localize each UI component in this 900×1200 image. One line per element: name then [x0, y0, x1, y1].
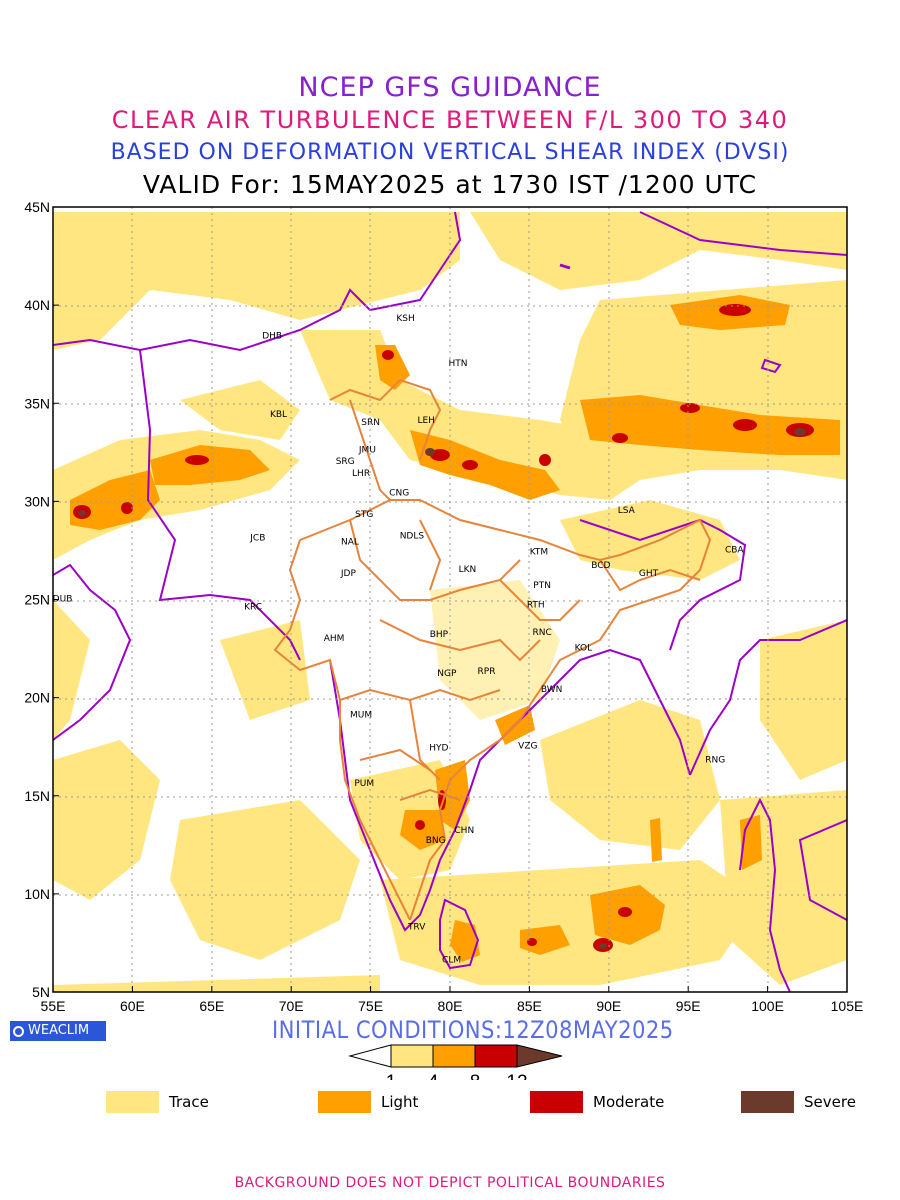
station-cba: CBA [725, 545, 744, 555]
station-lkn: LKN [459, 565, 477, 575]
station-leh: LEH [417, 416, 434, 426]
station-bng: BNG [426, 836, 446, 846]
station-bwn: BWN [541, 685, 563, 695]
legend-swatch-moderate [530, 1091, 583, 1113]
station-bhp: BHP [430, 630, 449, 640]
station-lhr: LHR [352, 469, 370, 479]
station-ahm: AHM [324, 634, 345, 644]
station-stg: STG [355, 510, 373, 520]
station-jdp: JDP [340, 569, 357, 579]
station-ndls: NDLS [400, 532, 425, 542]
colorbar-tick: 1 [386, 1072, 397, 1080]
title-line-3: BASED ON DEFORMATION VERTICAL SHEAR INDE… [110, 140, 790, 165]
station-srg: SRG [336, 457, 355, 467]
lon-tick-label: 105E [831, 998, 864, 1014]
station-rnc: RNC [532, 628, 551, 638]
state-boundaries [273, 379, 712, 921]
lat-tick-label: 30N [24, 493, 50, 509]
station-hyd: HYD [429, 744, 448, 754]
station-krc: KRC [244, 602, 262, 612]
legend-label-severe: Severe [804, 1093, 856, 1111]
station-chn: CHN [454, 826, 474, 836]
lat-tick-label: 35N [24, 395, 50, 411]
station-vzg: VZG [518, 742, 537, 752]
station-ksh: KSH [396, 314, 414, 324]
weaclim-logo: WEACLIM [10, 1021, 106, 1041]
legend-swatch-light [318, 1091, 371, 1113]
coastlines [53, 211, 847, 992]
lon-tick-label: 80E [438, 998, 463, 1014]
lat-tick-label: 15N [24, 788, 50, 804]
lon-tick-label: 65E [199, 998, 224, 1014]
lat-tick-label: 40N [24, 297, 50, 313]
legend-swatch-trace [106, 1091, 159, 1113]
station-ptn: PTN [533, 581, 551, 591]
initial-conditions: INITIAL CONDITIONS:12Z08MAY2025 [272, 1016, 674, 1044]
lon-tick-label: 85E [517, 998, 542, 1014]
station-jcb: JCB [249, 534, 265, 544]
station-cng: CNG [389, 489, 409, 499]
longitude-ticks: 55E 60E 65E 70E 75E 80E 85E 90E 95E 100E 105E [41, 986, 864, 1014]
station-lsa: LSA [618, 506, 636, 516]
severe-areas [78, 428, 806, 949]
colorbar-low-arrow [348, 1044, 392, 1068]
colorbar-severe-arrow [516, 1044, 563, 1068]
lat-tick-label: 10N [24, 886, 50, 902]
title-line-1: NCEP GFS GUIDANCE [298, 72, 602, 103]
lon-tick-label: 75E [358, 998, 383, 1014]
station-ktm: KTM [530, 547, 548, 557]
station-clm: CLM [442, 956, 461, 966]
logo-text: WEACLIM [28, 1023, 90, 1038]
station-kol: KOL [575, 644, 593, 654]
colorbar: 1 4 8 12 [348, 1044, 563, 1080]
logo-circle-icon [13, 1025, 24, 1037]
colorbar-moderate [474, 1044, 518, 1068]
legend-label-trace: Trace [169, 1093, 209, 1111]
station-rpr: RPR [478, 667, 496, 677]
colorbar-tick: 4 [428, 1072, 439, 1080]
station-dhb: DHB [262, 332, 282, 342]
station-mum: MUM [350, 710, 372, 720]
lon-tick-label: 95E [676, 998, 701, 1014]
title-line-2: CLEAR AIR TURBULENCE BETWEEN F/L 300 TO … [111, 106, 789, 134]
lat-tick-label: 45N [24, 199, 50, 215]
station-pum: PUM [354, 779, 374, 789]
colorbar-light [432, 1044, 476, 1068]
station-nal: NAL [341, 538, 359, 548]
legend-label-moderate: Moderate [593, 1093, 665, 1111]
lat-tick-label: 20N [24, 690, 50, 706]
footer-note: BACKGROUND DOES NOT DEPICT POLITICAL BOU… [234, 1175, 666, 1191]
colorbar-trace [390, 1044, 434, 1068]
station-jmu: JMU [358, 445, 376, 455]
colorbar-tick: 8 [470, 1072, 481, 1080]
station-rng: RNG [705, 755, 725, 765]
lon-tick-label: 90E [596, 998, 621, 1014]
station-trv: TRV [407, 922, 426, 932]
legend-label-light: Light [381, 1093, 419, 1111]
lon-tick-label: 60E [120, 998, 145, 1014]
station-rth: RTH [527, 600, 545, 610]
lat-tick-label: 25N [24, 592, 50, 608]
station-dub: DUB [53, 595, 73, 605]
lon-tick-label: 100E [751, 998, 784, 1014]
station-ngp: NGP [437, 669, 457, 679]
colorbar-tick: 12 [506, 1072, 527, 1080]
station-bcd: BCD [591, 561, 610, 571]
legend-swatch-severe [741, 1091, 794, 1113]
station-ght: GHT [639, 569, 659, 579]
lat-tick-label: 5N [32, 984, 50, 1000]
valid-time: VALID For: 15MAY2025 at 1730 IST /1200 U… [142, 170, 758, 199]
grid-lines [53, 207, 847, 992]
station-srn: SRN [361, 418, 380, 428]
lon-tick-label: 55E [41, 998, 66, 1014]
station-htn: HTN [448, 359, 467, 369]
latitude-ticks: 45N 40N 35N 30N 25N 20N 15N 10N 5N [24, 199, 59, 1000]
station-kbl: KBL [270, 410, 287, 420]
lon-tick-label: 70E [279, 998, 304, 1014]
